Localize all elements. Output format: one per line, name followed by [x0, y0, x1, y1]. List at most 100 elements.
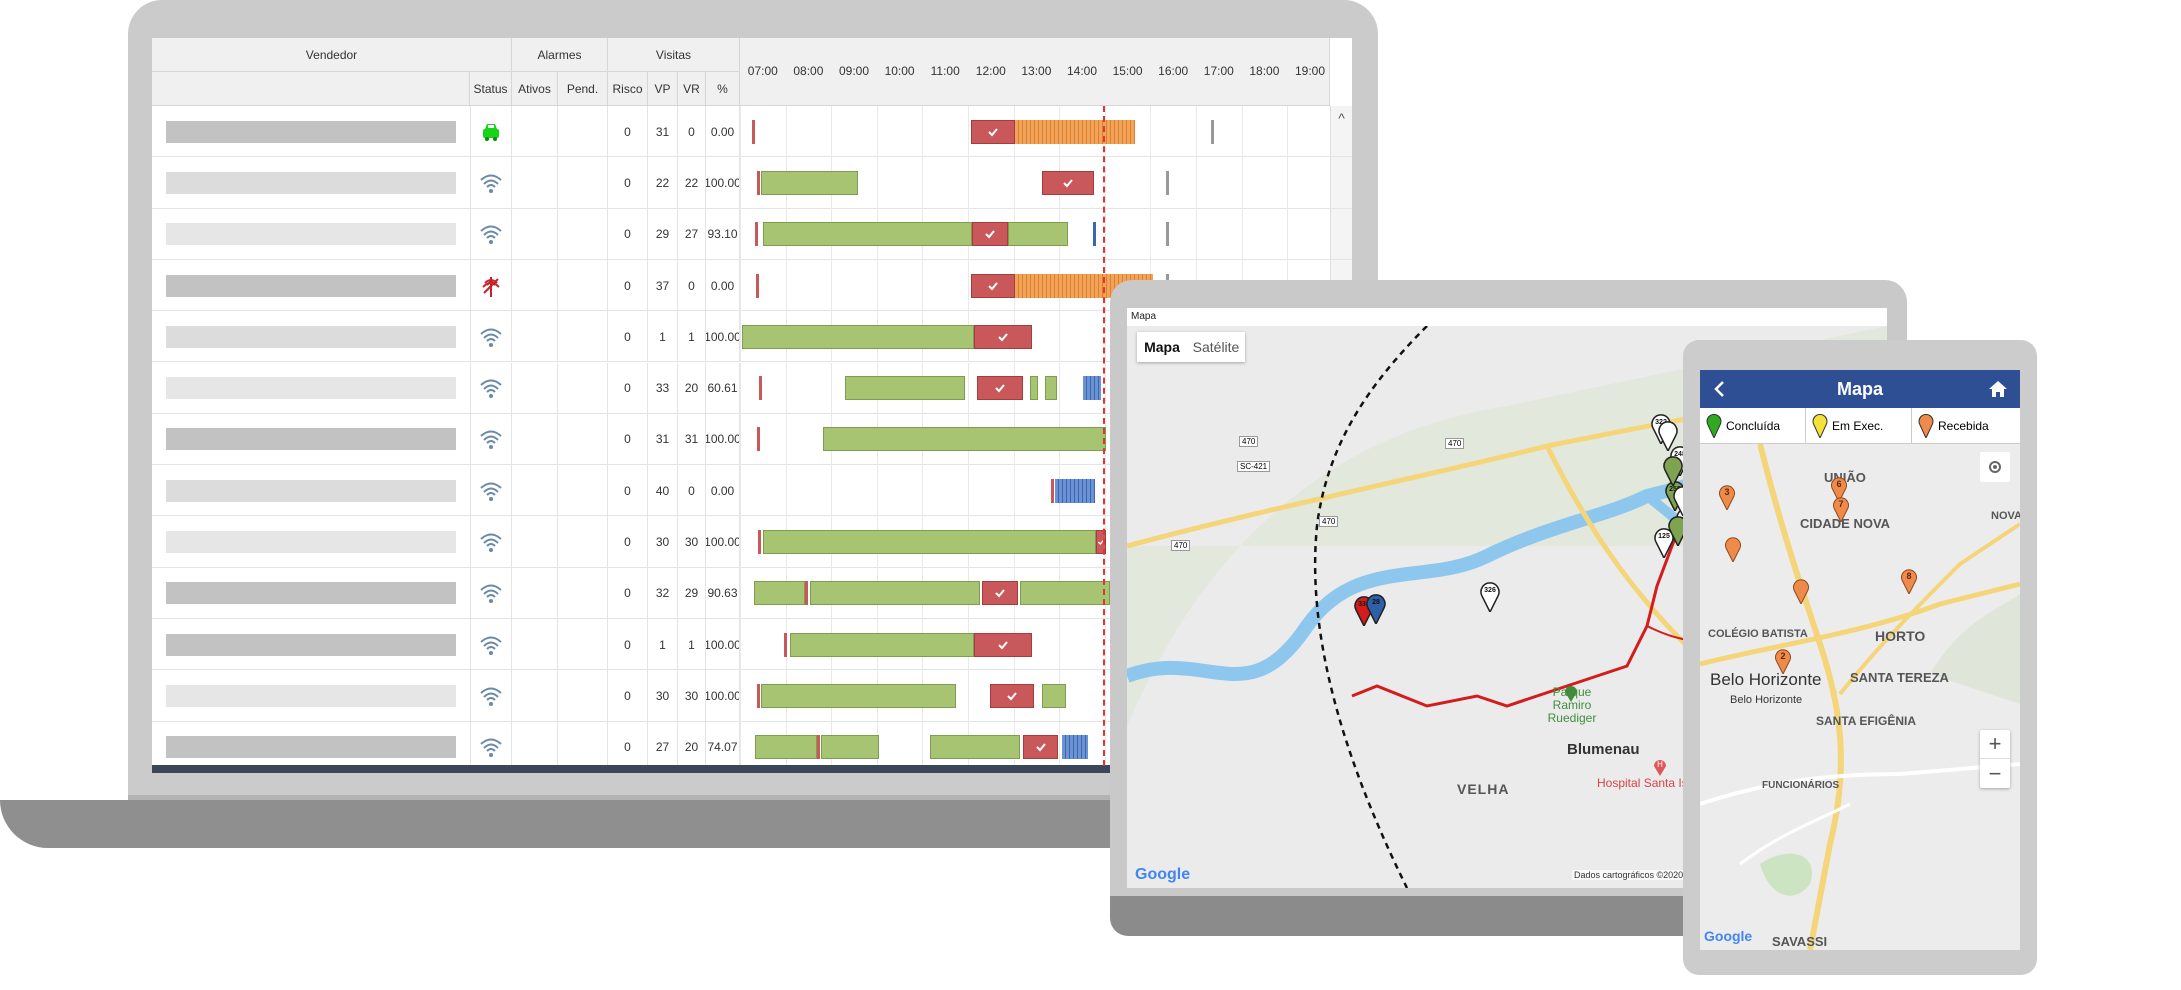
pending-header[interactable]: Pend. [558, 72, 608, 106]
no-signal-icon[interactable] [470, 259, 512, 312]
table-row[interactable]: 0 40 0 0.00 [152, 465, 1352, 517]
completed-visit-block[interactable] [1096, 530, 1106, 555]
signal-icon[interactable] [470, 157, 512, 209]
pct-header[interactable]: % [706, 72, 740, 106]
map-marker-icon[interactable]: 7 [1832, 496, 1850, 524]
visit-block[interactable] [755, 735, 817, 760]
legend-item[interactable]: Recebida [1912, 408, 2020, 443]
completed-visit-block[interactable] [990, 683, 1034, 708]
map-marker-icon[interactable]: 28 [1365, 594, 1387, 626]
visit-block[interactable] [754, 581, 805, 606]
visit-timeline[interactable] [740, 311, 1330, 363]
visit-marker[interactable] [756, 273, 759, 298]
visit-marker[interactable] [755, 222, 758, 247]
completed-visit-block[interactable] [982, 581, 1018, 606]
car-icon[interactable] [470, 106, 512, 158]
visit-block[interactable] [845, 376, 965, 401]
completed-visit-block[interactable] [974, 324, 1032, 349]
visit-block[interactable] [1020, 581, 1110, 606]
map-marker-icon[interactable]: 8 [1900, 568, 1918, 596]
visit-block[interactable] [761, 683, 956, 708]
table-row[interactable]: 0 22 22 100.00 [152, 157, 1352, 209]
map-marker-icon[interactable] [1657, 421, 1679, 453]
status-header[interactable]: Status [470, 72, 512, 106]
park-icon[interactable] [1563, 682, 1579, 702]
map-marker-icon[interactable] [1724, 536, 1742, 564]
table-row[interactable]: 0 29 27 93.10 [152, 208, 1352, 260]
vendor-header[interactable]: Vendedor [152, 38, 512, 72]
visit-marker[interactable] [1051, 478, 1054, 503]
visit-block[interactable] [1055, 478, 1095, 503]
visit-timeline[interactable] [740, 362, 1330, 414]
signal-icon[interactable] [470, 619, 512, 671]
visit-block[interactable] [1062, 735, 1088, 760]
scroll-up-caret[interactable]: ^ [1338, 110, 1345, 126]
signal-icon[interactable] [470, 465, 512, 517]
completed-visit-block[interactable] [977, 376, 1023, 401]
visit-block[interactable] [1015, 119, 1135, 144]
visit-marker[interactable] [759, 376, 762, 401]
visit-marker[interactable] [757, 170, 760, 195]
visit-marker[interactable] [1211, 119, 1214, 144]
alarms-header[interactable]: Alarmes [512, 38, 608, 72]
vr-header[interactable]: VR [678, 72, 706, 106]
completed-visit-block[interactable] [1023, 735, 1058, 760]
table-row[interactable]: 0 37 0 0.00 [152, 259, 1352, 312]
map-marker-icon[interactable]: 326 [1479, 582, 1501, 614]
table-row[interactable]: 0 1 1 100.00 [152, 619, 1352, 671]
visit-block[interactable] [930, 735, 1020, 760]
visit-block[interactable] [810, 581, 980, 606]
visit-block[interactable] [1083, 376, 1101, 401]
completed-visit-block[interactable] [974, 632, 1032, 657]
visit-marker[interactable] [758, 530, 761, 555]
phone-map[interactable]: UNIÃO CIDADE NOVA NOVA HORTO COLÉGIO BAT… [1700, 444, 2020, 950]
vp-header[interactable]: VP [648, 72, 678, 106]
map-marker-icon[interactable] [1662, 456, 1684, 488]
visit-block[interactable] [790, 632, 974, 657]
signal-icon[interactable] [470, 362, 512, 414]
map-marker-icon[interactable]: 6 [1830, 476, 1848, 504]
map-marker-icon[interactable] [1792, 578, 1810, 606]
table-row[interactable]: 0 33 20 60.61 [152, 362, 1352, 414]
visit-marker[interactable] [1166, 170, 1169, 195]
zoom-out-button[interactable]: − [1988, 760, 2002, 786]
visit-marker[interactable] [752, 119, 755, 144]
completed-visit-block[interactable] [971, 273, 1015, 298]
map-marker-icon[interactable]: 125 [1653, 528, 1675, 560]
zoom-in-button[interactable]: + [1980, 730, 2010, 759]
visit-marker[interactable] [1166, 222, 1169, 247]
signal-icon[interactable] [470, 721, 512, 773]
visit-block[interactable] [763, 530, 1096, 555]
map-tab[interactable]: Mapa [1144, 339, 1180, 355]
satellite-tab[interactable]: Satélite [1192, 339, 1240, 355]
completed-visit-block[interactable] [1042, 170, 1094, 195]
visit-block[interactable] [742, 324, 974, 349]
visit-marker[interactable] [757, 427, 760, 452]
hospital-icon[interactable]: H [1652, 756, 1668, 776]
home-icon[interactable] [1987, 378, 2009, 400]
visit-timeline[interactable] [740, 465, 1330, 517]
table-row[interactable]: 0 31 31 100.00 [152, 413, 1352, 466]
visit-block[interactable] [1008, 222, 1068, 247]
visit-marker[interactable] [1093, 222, 1096, 247]
visits-header[interactable]: Visitas [608, 38, 740, 72]
signal-icon[interactable] [470, 567, 512, 619]
visit-block[interactable] [823, 427, 1106, 452]
visit-marker[interactable] [817, 735, 820, 760]
signal-icon[interactable] [470, 516, 512, 568]
visit-timeline[interactable] [740, 413, 1330, 466]
visit-timeline[interactable] [740, 208, 1330, 260]
visit-timeline[interactable] [740, 106, 1330, 158]
visit-block[interactable] [763, 222, 972, 247]
table-row[interactable]: 0 30 30 100.00 [152, 670, 1352, 722]
signal-icon[interactable] [470, 670, 512, 722]
active-header[interactable]: Ativos [512, 72, 558, 106]
map-marker-icon[interactable]: 2 [1774, 648, 1792, 676]
visit-timeline[interactable] [740, 670, 1330, 722]
visit-marker[interactable] [757, 683, 760, 708]
visit-marker[interactable] [805, 581, 808, 606]
visit-timeline[interactable] [740, 567, 1330, 619]
visit-timeline[interactable] [740, 157, 1330, 209]
legend-item[interactable]: Concluída [1700, 408, 1806, 443]
signal-icon[interactable] [470, 413, 512, 466]
